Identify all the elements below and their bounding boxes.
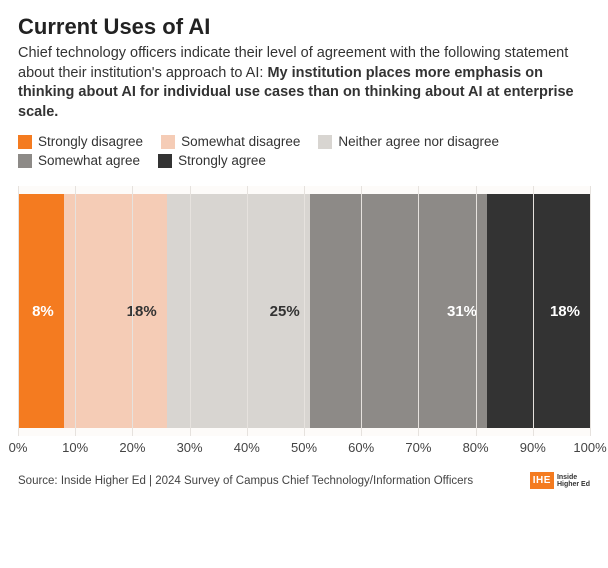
grid-line (418, 186, 419, 436)
source-text: Source: Inside Higher Ed | 2024 Survey o… (18, 475, 473, 487)
x-tick-label: 10% (62, 440, 88, 455)
legend-item: Neither agree nor disagree (318, 134, 499, 149)
legend-swatch (18, 135, 32, 149)
logo-text: InsideHigher Ed (557, 474, 590, 488)
grid-line (132, 186, 133, 436)
logo-box: IHE (530, 472, 554, 489)
grid-line (18, 186, 19, 436)
chart-title: Current Uses of AI (18, 14, 590, 40)
grid-line (304, 186, 305, 436)
legend-label: Neither agree nor disagree (338, 134, 499, 149)
legend-item: Strongly agree (158, 153, 266, 168)
x-tick-label: 90% (520, 440, 546, 455)
x-tick-label: 0% (9, 440, 28, 455)
x-tick-label: 20% (119, 440, 145, 455)
bar-segment: 31% (310, 194, 487, 428)
legend-swatch (158, 154, 172, 168)
bar-segment: 8% (18, 194, 64, 428)
chart-subtitle: Chief technology officers indicate their… (18, 44, 590, 122)
legend-label: Strongly agree (178, 153, 266, 168)
legend-label: Somewhat disagree (181, 134, 300, 149)
grid-line (533, 186, 534, 436)
legend-swatch (18, 154, 32, 168)
legend-item: Somewhat agree (18, 153, 140, 168)
legend-label: Somewhat agree (38, 153, 140, 168)
publisher-logo: IHE InsideHigher Ed (530, 472, 590, 489)
grid-line (590, 186, 591, 436)
legend-swatch (161, 135, 175, 149)
x-tick-label: 40% (234, 440, 260, 455)
grid-line (190, 186, 191, 436)
x-tick-label: 50% (291, 440, 317, 455)
grid-line (75, 186, 76, 436)
legend-item: Strongly disagree (18, 134, 143, 149)
x-tick-label: 30% (177, 440, 203, 455)
grid-line (361, 186, 362, 436)
legend-swatch (318, 135, 332, 149)
legend-label: Strongly disagree (38, 134, 143, 149)
bar-segment: 18% (64, 194, 167, 428)
footer: Source: Inside Higher Ed | 2024 Survey o… (18, 472, 590, 489)
x-axis: 0%10%20%30%40%50%60%70%80%90%100% (18, 440, 590, 466)
bar-segment: 25% (167, 194, 310, 428)
plot-area: 8%18%25%31%18% (18, 186, 590, 436)
grid-line (476, 186, 477, 436)
grid-line (247, 186, 248, 436)
x-tick-label: 100% (573, 440, 606, 455)
legend-item: Somewhat disagree (161, 134, 300, 149)
chart: 8%18%25%31%18% 0%10%20%30%40%50%60%70%80… (18, 186, 590, 466)
bar-segment: 18% (487, 194, 590, 428)
x-tick-label: 80% (463, 440, 489, 455)
x-tick-label: 70% (405, 440, 431, 455)
x-tick-label: 60% (348, 440, 374, 455)
legend: Strongly disagree Somewhat disagree Neithe… (18, 134, 590, 168)
